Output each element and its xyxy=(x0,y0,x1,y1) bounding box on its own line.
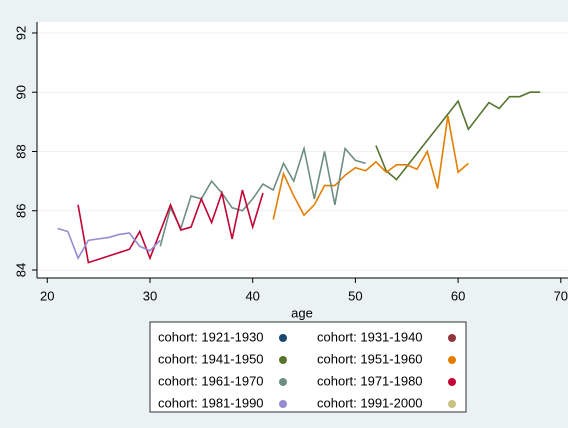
legend-label: cohort: 1991-2000 xyxy=(317,395,423,410)
x-tick-label: 20 xyxy=(40,288,54,303)
legend-label: cohort: 1921-1930 xyxy=(158,329,264,344)
x-tick-label: 30 xyxy=(143,288,157,303)
legend-label: cohort: 1971-1980 xyxy=(317,373,423,388)
legend-marker xyxy=(279,400,287,408)
legend-marker xyxy=(448,356,456,364)
y-tick-label: 92 xyxy=(13,26,28,40)
series-line xyxy=(159,145,366,247)
series-line xyxy=(375,91,541,181)
y-tick-label: 84 xyxy=(13,263,28,277)
x-tick-label: 60 xyxy=(451,288,465,303)
legend-marker xyxy=(279,356,287,364)
legend-marker xyxy=(448,334,456,342)
y-tick-label: 86 xyxy=(13,204,28,218)
x-tick-label: 70 xyxy=(554,288,568,303)
series-line xyxy=(57,227,161,260)
legend-marker xyxy=(279,334,287,342)
x-tick-label: 50 xyxy=(348,288,362,303)
x-axis-title: age xyxy=(291,305,313,320)
legend-label: cohort: 1951-1960 xyxy=(317,351,423,366)
legend-label: cohort: 1961-1970 xyxy=(158,373,264,388)
legend-label: cohort: 1981-1990 xyxy=(158,395,264,410)
y-tick-label: 90 xyxy=(13,85,28,99)
legend-label: cohort: 1931-1940 xyxy=(317,329,423,344)
y-tick-label: 88 xyxy=(13,144,28,158)
series-line xyxy=(272,115,469,220)
legend-marker xyxy=(448,378,456,386)
plot-area xyxy=(37,22,568,278)
series-line xyxy=(77,189,264,264)
legend-marker xyxy=(448,400,456,408)
legend-label: cohort: 1941-1950 xyxy=(158,351,264,366)
x-tick-label: 40 xyxy=(245,288,259,303)
legend xyxy=(149,321,467,413)
legend-marker xyxy=(279,378,287,386)
